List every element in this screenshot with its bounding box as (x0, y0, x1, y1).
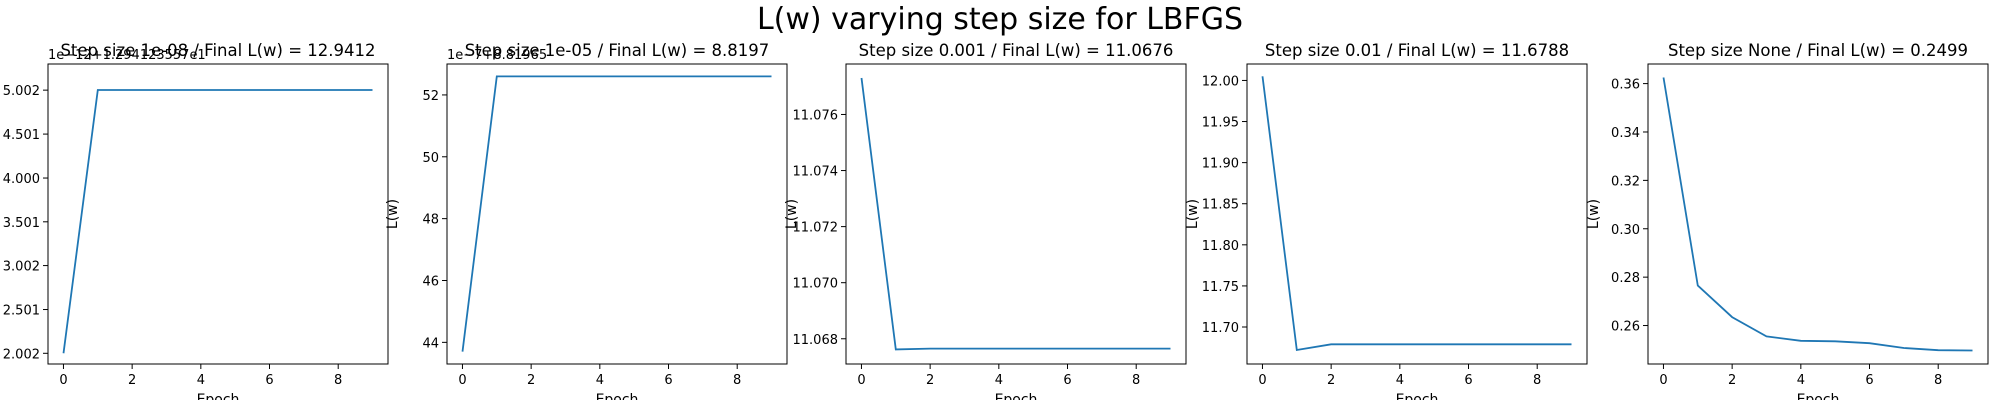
axes-frame (446, 63, 788, 365)
y-tick-label: 11.75 (1202, 280, 1239, 295)
y-tick-label: 11.076 (793, 108, 839, 123)
x-tick-label: 0 (1659, 373, 1667, 388)
x-tick-label: 0 (1258, 373, 1266, 388)
y-axis-label: L(w) (385, 199, 401, 229)
y-tick-label: 2.501 (3, 304, 40, 319)
x-axis-label: Epoch (1396, 392, 1439, 400)
subplot-1: 0 2 4 6 8 2.002 2.501 3.002 3.501 4.000 4.501 5.002… (3, 41, 389, 400)
x-tick-label: 2 (1327, 373, 1335, 388)
x-tick-label: 0 (458, 373, 466, 388)
subplot-title: Step size None / Final L(w) = 0.2499 (1668, 41, 1968, 60)
x-tick-label: 4 (1396, 373, 1404, 388)
x-axis-label: Epoch (596, 392, 639, 400)
y-tick-label: 11.80 (1202, 239, 1239, 254)
y-tick-label: 12.00 (1202, 74, 1239, 89)
subplot-4: 0 2 4 6 8 11.70 11.75 11.80 11.85 11.90 11.95 12.00… (1185, 41, 1588, 400)
figure-suptitle: L(w) varying step size for LBFGS (756, 2, 1244, 37)
y-axis-label: L(w) (784, 199, 800, 229)
x-axis-label: Epoch (1797, 392, 1840, 400)
y-tick-label: 50 (422, 151, 439, 166)
y-axis-label: L(w) (1185, 199, 1201, 229)
x-tick-label: 2 (926, 373, 934, 388)
y-tick-label: 11.85 (1202, 198, 1239, 213)
y-axis-label: L(w) (1586, 199, 1602, 229)
y-tick-label: 0.34 (1611, 126, 1640, 141)
y-tick-label: 46 (422, 274, 439, 289)
x-axis-label: Epoch (197, 392, 240, 400)
x-tick-label: 8 (733, 373, 741, 388)
y-tick-label: 11.70 (1202, 321, 1239, 336)
series-line (860, 77, 1171, 351)
x-tick-label: 2 (1728, 373, 1736, 388)
y-tick-label: 0.28 (1611, 271, 1640, 286)
y-tick-label: 4.501 (3, 128, 40, 143)
x-tick-label: 6 (265, 373, 273, 388)
y-tick-label: 3.501 (3, 216, 40, 231)
y-tick-label: 3.002 (3, 260, 40, 275)
y-tick-label: 11.90 (1202, 157, 1239, 172)
y-tick-label: 11.074 (793, 165, 839, 180)
y-tick-label: 0.32 (1611, 174, 1640, 189)
subplot-title: Step size 1e-05 / Final L(w) = 8.8197 (465, 41, 770, 60)
x-tick-label: 2 (128, 373, 136, 388)
x-tick-label: 8 (334, 373, 342, 388)
y-tick-label: 0.26 (1611, 320, 1640, 335)
x-tick-label: 4 (197, 373, 205, 388)
y-offset-text: 1e−12+1.294123557e1 (48, 48, 206, 63)
x-tick-label: 6 (1865, 373, 1873, 388)
x-tick-label: 6 (664, 373, 672, 388)
subplot-title: Step size 0.01 / Final L(w) = 11.6788 (1265, 41, 1569, 60)
series-line (1662, 77, 1973, 352)
y-tick-label: 0.36 (1611, 78, 1640, 93)
y-tick-label: 52 (422, 89, 439, 104)
subplot-5: 0 2 4 6 8 0.26 0.28 0.30 0.32 0.34 0.36 Step size N… (1586, 41, 1989, 400)
y-tick-label: 11.95 (1202, 116, 1239, 131)
axes-frame (1647, 63, 1989, 365)
x-tick-label: 0 (857, 373, 865, 388)
x-axis-label: Epoch (995, 392, 1038, 400)
x-tick-label: 0 (59, 373, 67, 388)
x-tick-label: 8 (1132, 373, 1140, 388)
y-tick-label: 0.30 (1611, 223, 1640, 238)
y-offset-text: 1e−7+8.81965 (447, 48, 547, 63)
subplot-title: Step size 0.001 / Final L(w) = 11.0676 (859, 41, 1174, 60)
y-tick-label: 11.072 (793, 221, 839, 236)
axes-frame (845, 63, 1187, 365)
y-tick-label: 4.000 (3, 172, 40, 187)
y-tick-label: 48 (422, 213, 439, 228)
axes-frame (1246, 63, 1588, 365)
x-tick-label: 4 (596, 373, 604, 388)
x-tick-label: 6 (1464, 373, 1472, 388)
x-tick-label: 4 (1797, 373, 1805, 388)
x-tick-label: 2 (527, 373, 535, 388)
axes-frame (47, 63, 389, 365)
series-line (1261, 76, 1572, 352)
y-tick-label: 2.002 (3, 347, 40, 362)
series-line (461, 75, 772, 352)
y-tick-label: 11.070 (793, 277, 839, 292)
y-tick-label: 44 (422, 336, 439, 351)
y-tick-label: 5.002 (3, 84, 40, 99)
x-tick-label: 8 (1533, 373, 1541, 388)
x-tick-label: 4 (995, 373, 1003, 388)
subplot-3: 0 2 4 6 8 11.068 11.070 11.072 11.074 11.076 Step … (784, 41, 1187, 400)
y-tick-label: 11.068 (793, 333, 839, 348)
series-line (62, 89, 373, 354)
x-tick-label: 8 (1934, 373, 1942, 388)
x-tick-label: 6 (1063, 373, 1071, 388)
subplot-title: Step size 1e-08 / Final L(w) = 12.9412 (60, 41, 375, 60)
